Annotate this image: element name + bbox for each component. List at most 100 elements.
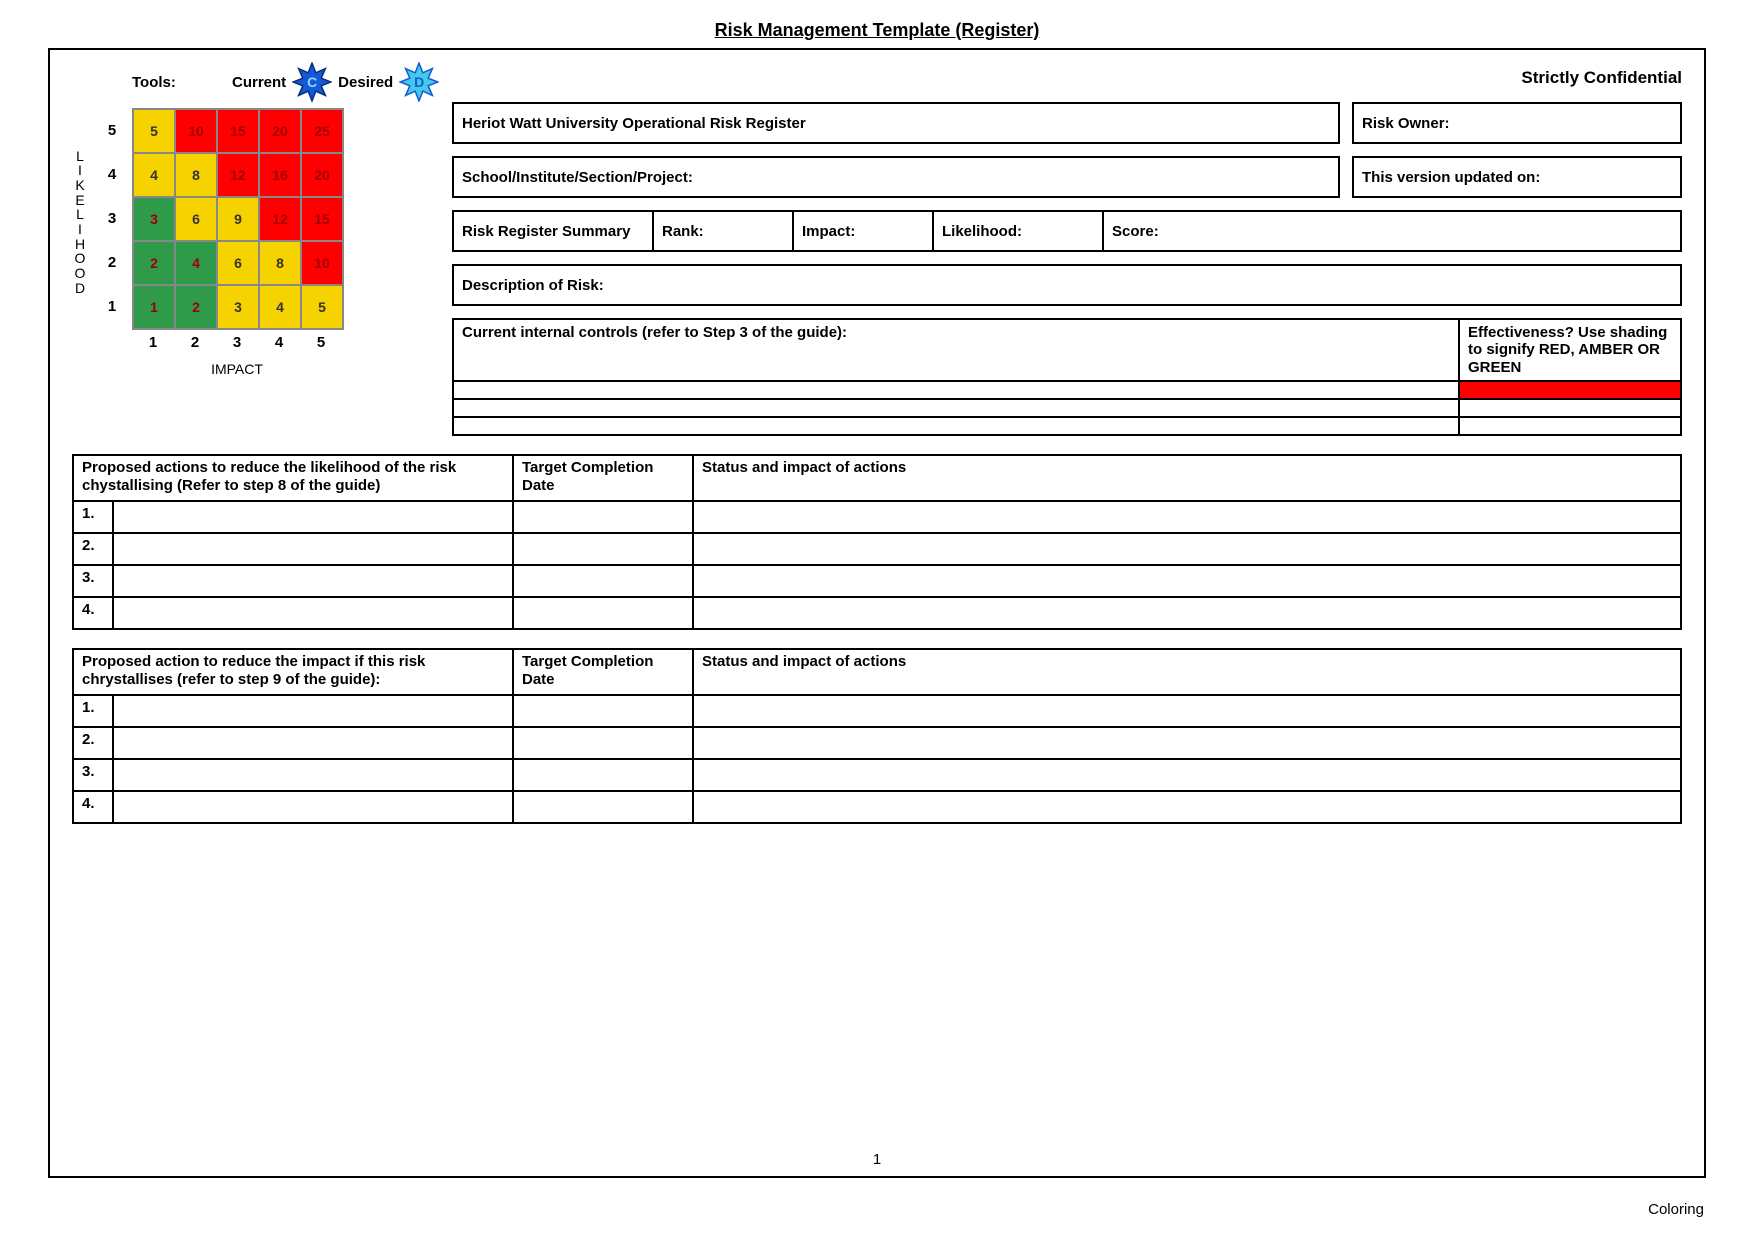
control-row — [454, 416, 1680, 434]
page-frame: Risk Management Template (Register) Tool… — [48, 48, 1706, 1178]
x-axis-label: IMPACT — [132, 361, 342, 377]
action-row-status — [694, 598, 1680, 628]
action-row-date — [514, 502, 694, 532]
matrix-cell: 2 — [133, 241, 175, 285]
summary-row: Risk Register Summary Rank: Impact: Like… — [452, 210, 1682, 252]
desired-star-letter: D — [414, 74, 424, 90]
current-label: Current — [232, 74, 286, 91]
y-tick: 3 — [92, 196, 132, 240]
x-tick: 1 — [132, 334, 174, 351]
action-row-text — [114, 534, 514, 564]
matrix-cell: 25 — [301, 109, 343, 153]
y-axis-label: LIKELIHOOD — [72, 108, 88, 330]
action-row-number: 3. — [74, 760, 114, 790]
action-row-text — [114, 728, 514, 758]
matrix-cell: 3 — [133, 197, 175, 241]
risk-matrix-region: Tools: Current C Desired D LIKELIHOOD 54… — [72, 58, 452, 436]
fields-region: Strictly Confidential Heriot Watt Univer… — [452, 58, 1682, 436]
matrix-cell: 8 — [259, 241, 301, 285]
action-row-date — [514, 792, 694, 822]
action-row-date — [514, 566, 694, 596]
cell-summary: Risk Register Summary — [454, 212, 654, 250]
matrix-grid: 51015202548121620369121524681012345 — [132, 108, 344, 330]
page-number: 1 — [50, 1151, 1704, 1168]
matrix-cell: 8 — [175, 153, 217, 197]
confidential-label: Strictly Confidential — [452, 68, 1682, 88]
matrix-cell: 6 — [217, 241, 259, 285]
action-row-text — [114, 792, 514, 822]
action-row-date — [514, 760, 694, 790]
y-tick: 2 — [92, 240, 132, 284]
action-row-text — [114, 598, 514, 628]
actions-header-main: Proposed action to reduce the impact if … — [74, 650, 514, 694]
field-org: Heriot Watt University Operational Risk … — [452, 102, 1340, 144]
action-row-number: 1. — [74, 696, 114, 726]
field-description: Description of Risk: — [452, 264, 1682, 306]
effectiveness-label: Effectiveness? Use shading to signify RE… — [1460, 320, 1680, 380]
tools-label: Tools: — [132, 74, 226, 91]
action-row-status — [694, 696, 1680, 726]
matrix-cell: 12 — [259, 197, 301, 241]
y-tick: 5 — [92, 108, 132, 152]
cell-likelihood: Likelihood: — [934, 212, 1104, 250]
action-row-text — [114, 502, 514, 532]
action-row-status — [694, 792, 1680, 822]
action-row-status — [694, 534, 1680, 564]
controls-block: Current internal controls (refer to Step… — [452, 318, 1682, 436]
cell-impact: Impact: — [794, 212, 934, 250]
action-row-text — [114, 760, 514, 790]
action-row-number: 4. — [74, 792, 114, 822]
field-section: School/Institute/Section/Project: — [452, 156, 1340, 198]
x-tick: 4 — [258, 334, 300, 351]
actions-likelihood-table: Proposed actions to reduce the likelihoo… — [72, 454, 1682, 630]
x-ticks: 12345 — [132, 334, 452, 351]
matrix-cell: 4 — [133, 153, 175, 197]
matrix-cell: 6 — [175, 197, 217, 241]
matrix-cell: 3 — [217, 285, 259, 329]
controls-rows — [452, 380, 1682, 436]
action-row-number: 4. — [74, 598, 114, 628]
y-ticks: 54321 — [92, 108, 132, 330]
matrix-cell: 10 — [175, 109, 217, 153]
field-version: This version updated on: — [1352, 156, 1682, 198]
desired-star-icon: D — [399, 62, 439, 102]
action-row-status — [694, 502, 1680, 532]
matrix-cell: 4 — [175, 241, 217, 285]
controls-label: Current internal controls (refer to Step… — [454, 320, 1460, 380]
y-tick: 4 — [92, 152, 132, 196]
action-row-status — [694, 760, 1680, 790]
matrix-cell: 20 — [259, 109, 301, 153]
top-region: Tools: Current C Desired D LIKELIHOOD 54… — [72, 50, 1682, 436]
action-row-number: 2. — [74, 728, 114, 758]
control-row — [454, 380, 1680, 398]
actions-impact-table: Proposed action to reduce the impact if … — [72, 648, 1682, 824]
matrix-cell: 5 — [301, 285, 343, 329]
controls-head: Current internal controls (refer to Step… — [452, 318, 1682, 380]
matrix-cell: 5 — [133, 109, 175, 153]
x-tick: 2 — [174, 334, 216, 351]
action-row-status — [694, 728, 1680, 758]
actions-header-date: Target Completion Date — [514, 650, 694, 694]
action-row-number: 2. — [74, 534, 114, 564]
row-org-owner: Heriot Watt University Operational Risk … — [452, 102, 1682, 144]
action-row-date — [514, 598, 694, 628]
action-row-text — [114, 696, 514, 726]
current-star-icon: C — [292, 62, 332, 102]
row-section-version: School/Institute/Section/Project: This v… — [452, 156, 1682, 198]
y-tick: 1 — [92, 284, 132, 328]
page-title: Risk Management Template (Register) — [50, 20, 1704, 41]
action-row-date — [514, 728, 694, 758]
tools-row: Tools: Current C Desired D — [72, 62, 452, 102]
matrix-cell: 1 — [133, 285, 175, 329]
matrix-cell: 4 — [259, 285, 301, 329]
actions-header-status: Status and impact of actions — [694, 650, 1680, 694]
matrix-cell: 15 — [217, 109, 259, 153]
actions-header-date: Target Completion Date — [514, 456, 694, 500]
matrix-wrap: LIKELIHOOD 54321 51015202548121620369121… — [72, 108, 452, 330]
desired-label: Desired — [338, 74, 393, 91]
cell-score: Score: — [1104, 212, 1680, 250]
actions-header-main: Proposed actions to reduce the likelihoo… — [74, 456, 514, 500]
matrix-cell: 10 — [301, 241, 343, 285]
matrix-cell: 9 — [217, 197, 259, 241]
actions-header-status: Status and impact of actions — [694, 456, 1680, 500]
